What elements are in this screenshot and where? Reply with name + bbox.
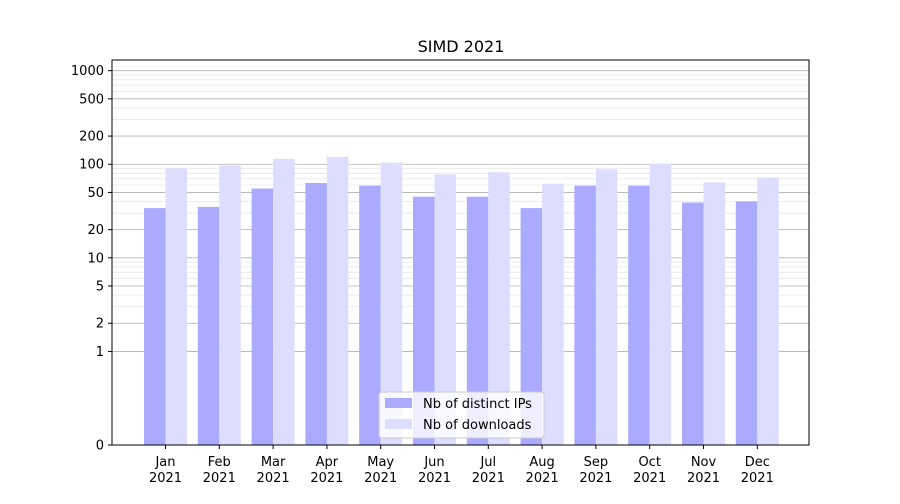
y-tick-label: 100 (79, 158, 104, 173)
legend-swatch (385, 419, 412, 429)
bar-downloads (488, 172, 510, 446)
bar-distinct-ips (682, 202, 704, 445)
x-axis: Jan 2021 Feb 2021 Mar 2021 Apr 2021 May 2021 Jun 20… (149, 445, 774, 486)
y-tick-label: 20 (87, 223, 104, 238)
y-tick-label: 1 (96, 345, 104, 360)
x-tick-label: Nov 2021 (687, 455, 720, 486)
bar-distinct-ips (628, 185, 650, 446)
x-tick-label: Oct 2021 (633, 455, 666, 486)
y-tick-label: 1000 (71, 64, 104, 79)
y-tick-label: 50 (87, 186, 104, 201)
bar-downloads (595, 169, 618, 446)
bar-distinct-ips (144, 208, 166, 445)
bar-downloads (649, 163, 672, 445)
y-tick-label: 500 (79, 92, 104, 107)
bar-distinct-ips (413, 196, 435, 445)
x-tick-label: Feb 2021 (203, 455, 236, 486)
legend-swatch (385, 398, 412, 408)
bars (144, 156, 779, 446)
x-tick-label: Sep 2021 (579, 455, 612, 486)
legend-box (378, 391, 545, 439)
x-tick-label: Mar 2021 (257, 455, 290, 486)
y-tick-label: 2 (96, 317, 104, 332)
x-tick-label: Apr 2021 (310, 455, 343, 486)
y-axis: 0 1 2 5 10 20 50 100 200 500 1000 (71, 64, 112, 454)
x-tick-label: Jul 2021 (472, 455, 505, 486)
bar-distinct-ips (466, 196, 489, 445)
y-tick-label: 0 (96, 439, 104, 454)
x-tick-label: Aug 2021 (526, 455, 559, 486)
legend: Nb of distinct IPs Nb of downloads (378, 391, 545, 439)
bar-distinct-ips (520, 208, 543, 445)
y-tick-label: 5 (96, 280, 104, 295)
bar-distinct-ips (251, 188, 274, 445)
bar-distinct-ips (735, 201, 758, 445)
bar-downloads (434, 174, 456, 445)
legend-label: Nb of distinct IPs (423, 397, 532, 412)
bar-downloads (380, 162, 403, 445)
bar-distinct-ips (305, 183, 327, 446)
legend-label: Nb of downloads (423, 418, 532, 433)
x-tick-label: May 2021 (364, 455, 397, 486)
y-tick-label: 10 (87, 251, 104, 266)
bar-downloads (165, 168, 187, 445)
chart-title: SIMD 2021 (418, 37, 505, 56)
bar-downloads (757, 177, 779, 446)
bar-distinct-ips (574, 185, 596, 446)
bar-downloads (219, 165, 241, 446)
bar-distinct-ips (359, 185, 381, 446)
plot-frame (111, 59, 810, 446)
bar-downloads (703, 182, 725, 445)
bar-downloads (273, 158, 295, 446)
bar-distinct-ips (197, 206, 220, 445)
x-tick-label: Jan 2021 (149, 455, 182, 486)
x-tick-label: Jun 2021 (418, 455, 451, 486)
y-tick-label: 200 (79, 130, 104, 145)
x-tick-label: Dec 2021 (741, 455, 774, 486)
bar-downloads (542, 183, 564, 445)
bar-downloads (326, 156, 349, 446)
